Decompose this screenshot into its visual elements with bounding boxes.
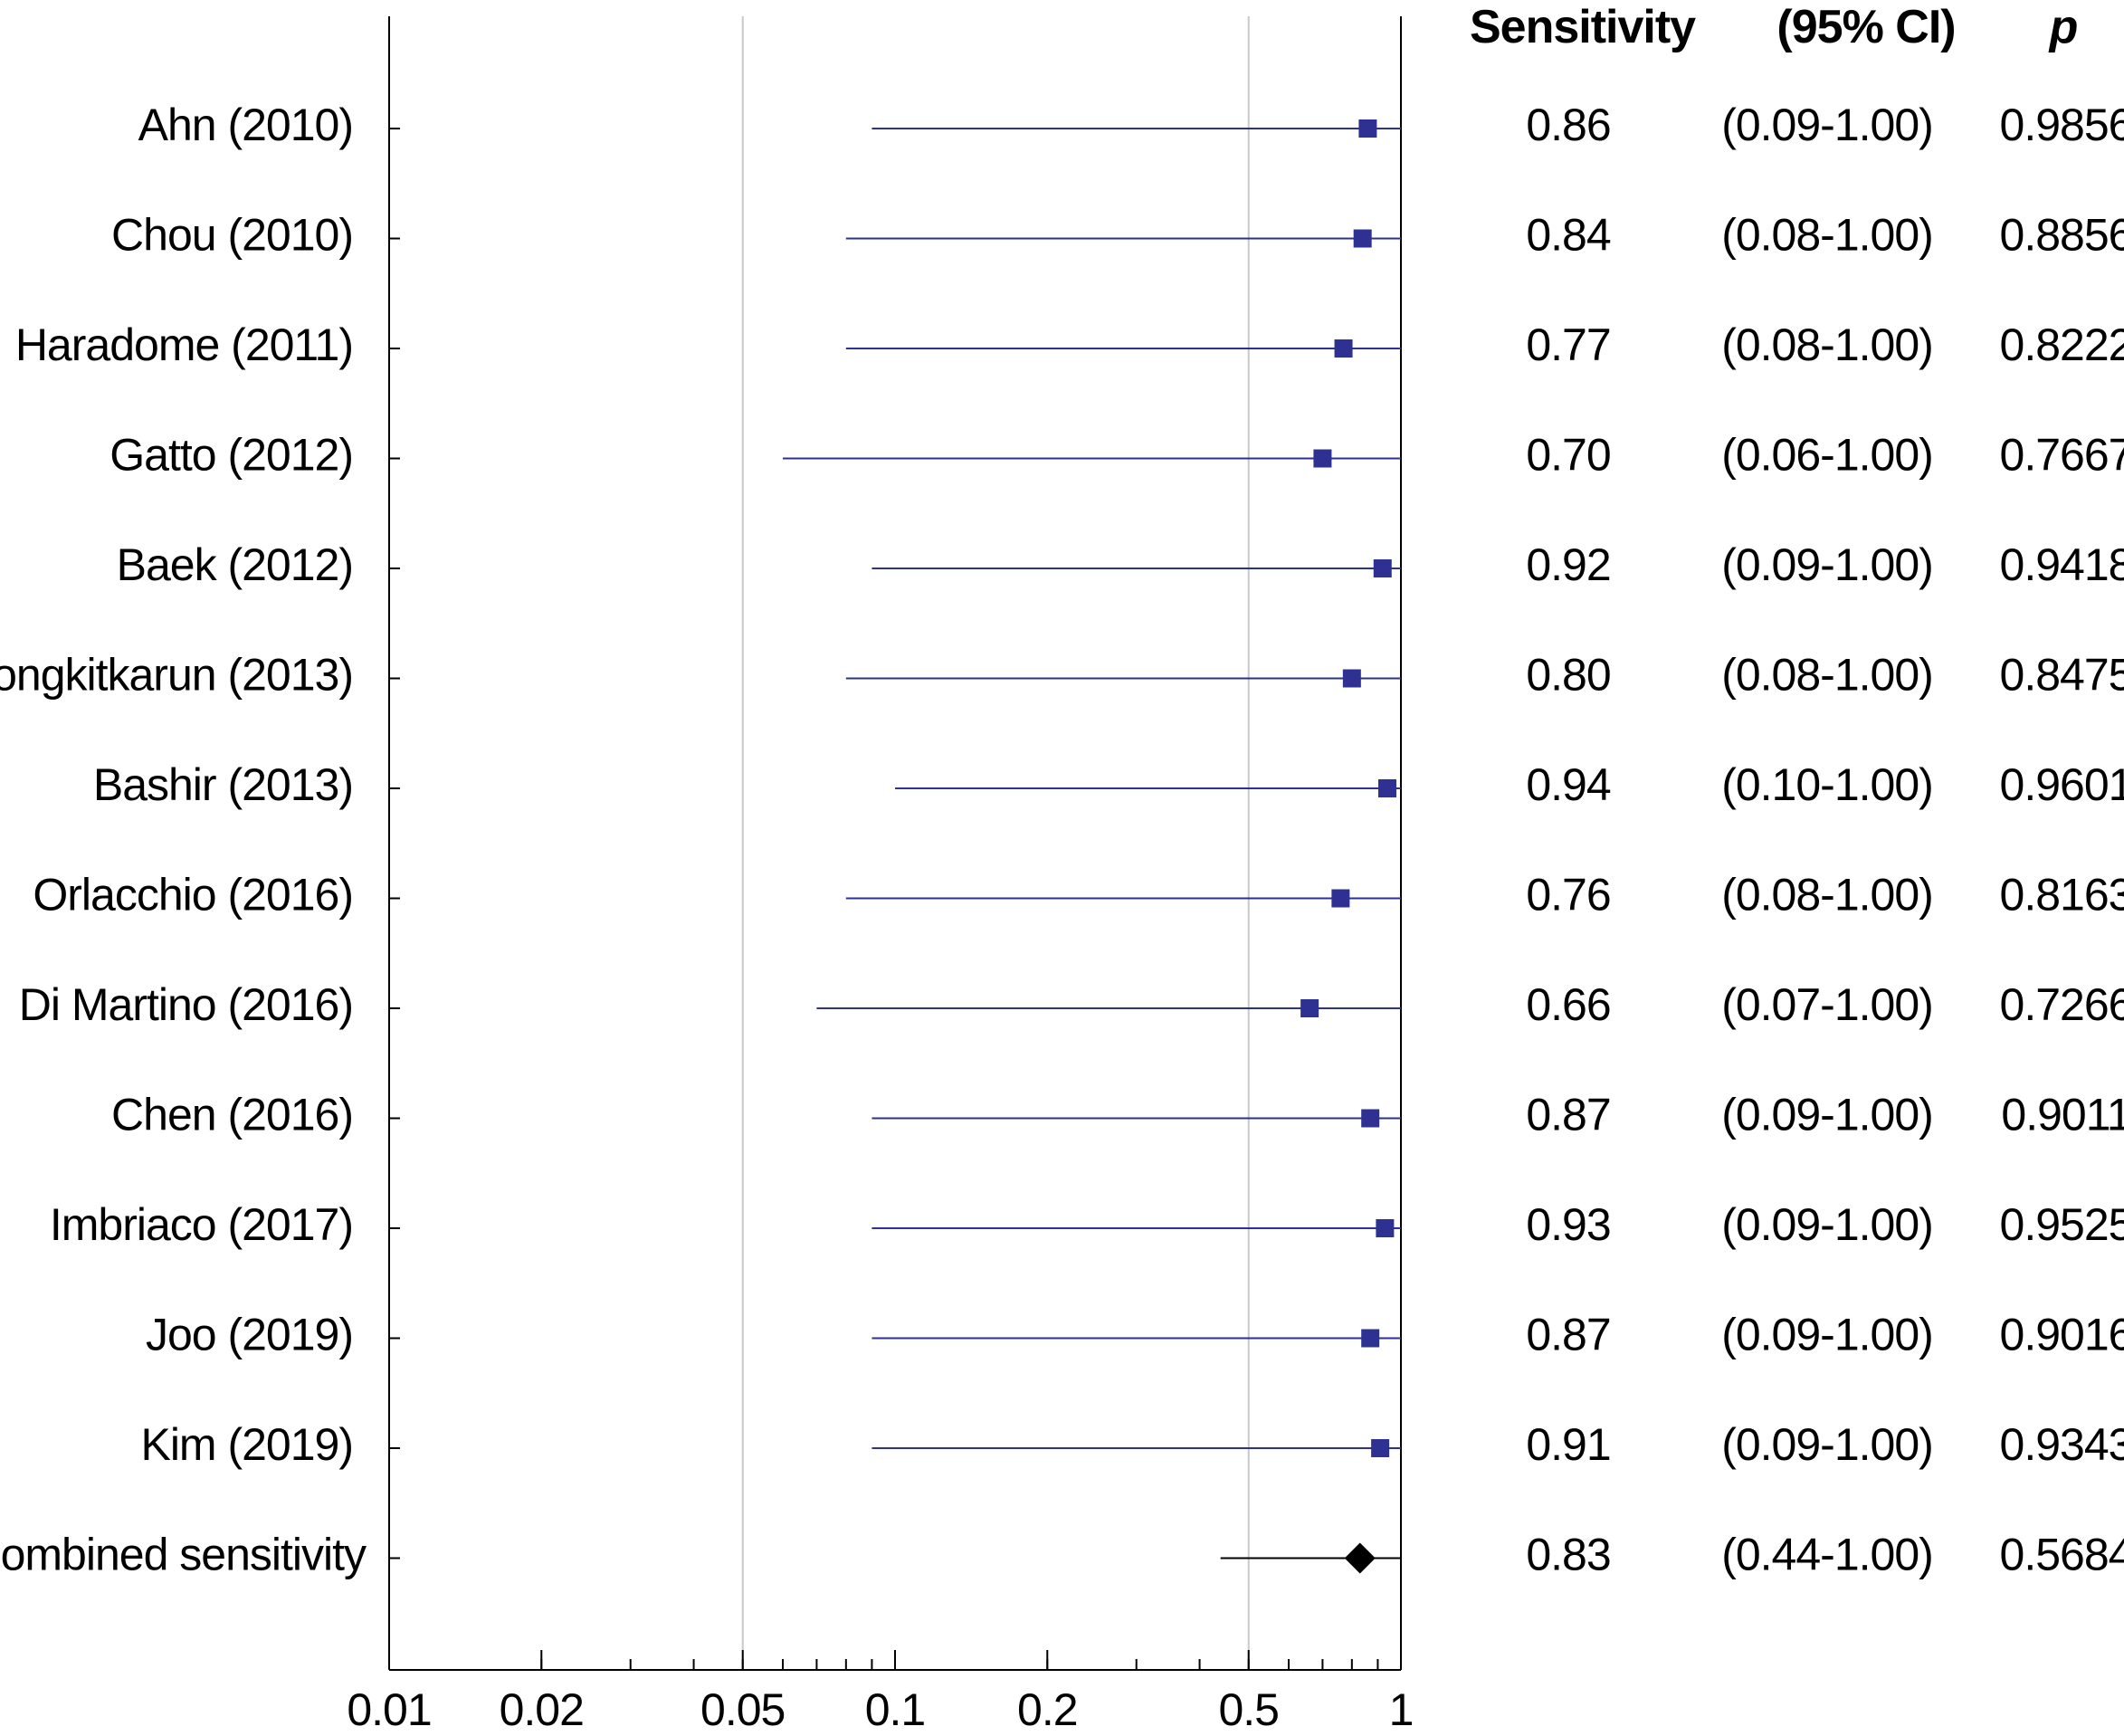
study-square-marker (1334, 339, 1353, 358)
x-tick-label: 0.5 (1218, 1684, 1279, 1735)
x-tick-label: 0.01 (347, 1684, 431, 1735)
study-label: Phongkitkarun (2013) (0, 650, 353, 701)
sensitivity-value: 0.84 (1526, 210, 1611, 261)
study-square-marker (1371, 1439, 1390, 1457)
ci-value: (0.08-1.00) (1721, 650, 1933, 701)
combined-diamond-marker (1344, 1542, 1376, 1574)
study-square-marker (1313, 449, 1332, 468)
p-value: 0.9343 (2000, 1419, 2124, 1470)
study-label: Gatto (2012) (110, 430, 353, 481)
study-square-marker (1342, 669, 1361, 688)
sensitivity-value: 0.66 (1526, 979, 1610, 1030)
p-value: 0.9011 (2001, 1090, 2124, 1140)
p-value: 0.9856 (2000, 100, 2124, 150)
p-value: 0.8475 (2000, 650, 2124, 701)
ci-value: (0.08-1.00) (1721, 210, 1933, 261)
study-square-marker (1361, 1109, 1380, 1128)
p-value: 0.7266 (2000, 979, 2124, 1030)
sensitivity-value: 0.86 (1526, 100, 1610, 150)
header-sensitivity: Sensitivity (1470, 1, 1696, 53)
p-value: 0.9016 (2000, 1310, 2124, 1360)
p-value: 0.8222 (2000, 320, 2124, 370)
sensitivity-value: 0.87 (1526, 1310, 1610, 1360)
ci-value: (0.09-1.00) (1721, 100, 1933, 150)
header-ci: (95% CI) (1776, 1, 1956, 53)
ci-value: (0.09-1.00) (1721, 1419, 1933, 1470)
p-value: 0.8856 (2000, 210, 2124, 261)
p-value: 0.9418 (2000, 539, 2124, 590)
combined-sensitivity-value: 0.83 (1526, 1530, 1610, 1580)
ci-value: (0.09-1.00) (1721, 1310, 1933, 1360)
study-square-marker (1377, 779, 1396, 797)
study-label: Chen (2016) (111, 1090, 353, 1140)
sensitivity-value: 0.91 (1526, 1419, 1610, 1470)
sensitivity-value: 0.92 (1526, 539, 1610, 590)
ci-value: (0.08-1.00) (1721, 870, 1933, 920)
x-tick-label: 0.05 (700, 1684, 785, 1735)
ci-value: (0.10-1.00) (1721, 759, 1933, 810)
study-label: Bashir (2013) (93, 759, 353, 810)
sensitivity-value: 0.94 (1526, 759, 1611, 810)
ci-value: (0.08-1.00) (1721, 320, 1933, 370)
combined-label: Combined sensitivity (0, 1530, 367, 1580)
study-label: Baek (2012) (117, 539, 353, 590)
sensitivity-value: 0.76 (1526, 870, 1610, 920)
header-p: p (2049, 1, 2079, 53)
ci-value: (0.09-1.00) (1721, 539, 1933, 590)
study-label: Kim (2019) (140, 1419, 353, 1470)
combined-ci-value: (0.44-1.00) (1721, 1530, 1933, 1580)
study-label: Di Martino (2016) (19, 979, 353, 1030)
study-square-marker (1353, 229, 1372, 248)
sensitivity-value: 0.80 (1526, 650, 1610, 701)
ci-value: (0.07-1.00) (1721, 979, 1933, 1030)
study-label: Joo (2019) (146, 1310, 353, 1360)
study-label: Ahn (2010) (138, 100, 353, 150)
x-tick-label: 0.02 (500, 1684, 584, 1735)
study-square-marker (1300, 999, 1319, 1017)
sensitivity-value: 0.70 (1526, 430, 1610, 481)
ci-value: (0.06-1.00) (1721, 430, 1933, 481)
combined-p-value: 0.5684 (2000, 1530, 2124, 1580)
sensitivity-value: 0.93 (1526, 1199, 1610, 1250)
x-tick-label: 1 (1389, 1684, 1414, 1735)
p-value: 0.9601 (2000, 759, 2124, 810)
sensitivity-value: 0.77 (1526, 320, 1610, 370)
study-label: Orlacchio (2016) (33, 870, 353, 920)
sensitivity-value: 0.87 (1526, 1090, 1610, 1140)
p-value: 0.9525 (2000, 1199, 2124, 1250)
x-tick-label: 0.2 (1017, 1684, 1078, 1735)
ci-value: (0.09-1.00) (1721, 1090, 1933, 1140)
study-square-marker (1376, 1219, 1395, 1237)
study-square-marker (1373, 559, 1392, 577)
study-square-marker (1331, 889, 1350, 908)
study-label: Chou (2010) (111, 210, 353, 261)
p-value: 0.7667 (2000, 430, 2124, 481)
p-value: 0.8163 (2000, 870, 2124, 920)
study-label: Haradome (2011) (15, 320, 353, 370)
study-square-marker (1361, 1329, 1380, 1348)
study-label: Imbriaco (2017) (50, 1199, 353, 1250)
x-tick-label: 0.1 (865, 1684, 926, 1735)
ci-value: (0.09-1.00) (1721, 1199, 1933, 1250)
study-square-marker (1358, 119, 1377, 138)
